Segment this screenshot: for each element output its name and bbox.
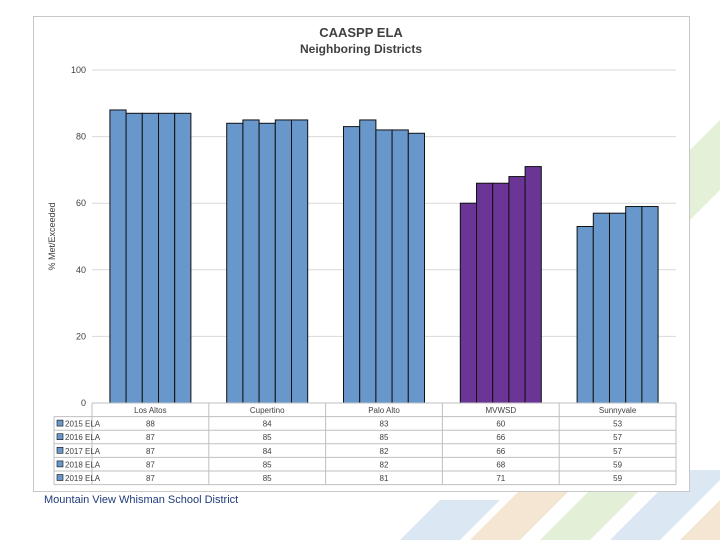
data-table-value: 53 [613, 420, 622, 429]
data-table-value: 60 [496, 420, 505, 429]
bar [391, 129, 409, 404]
bar [576, 226, 594, 404]
y-tick-label: 60 [76, 198, 86, 208]
bar [524, 166, 542, 404]
legend-swatch [56, 446, 64, 454]
bar [174, 112, 192, 404]
bar [242, 119, 260, 404]
legend-swatch [56, 474, 64, 481]
data-table-value: 57 [613, 433, 622, 442]
bar [492, 182, 510, 404]
bar [641, 206, 659, 404]
bar [476, 182, 494, 404]
y-tick-label: 40 [76, 265, 86, 275]
bar [359, 119, 377, 404]
bar [375, 129, 393, 404]
x-tick-label: Sunnyvale [599, 406, 637, 415]
legend-label: 2015 ELA [65, 420, 101, 429]
legend-swatch [56, 433, 64, 441]
bar [592, 212, 610, 404]
data-table-value: 87 [146, 460, 155, 469]
y-tick-label: 100 [71, 65, 86, 75]
data-table-value: 59 [613, 474, 622, 483]
bar [343, 126, 361, 404]
bar [141, 112, 160, 404]
bar [226, 122, 244, 404]
x-tick-label: Cupertino [250, 406, 285, 415]
data-table-value: 66 [496, 447, 505, 456]
data-table-value: 87 [146, 474, 155, 483]
data-table-value: 87 [146, 433, 155, 442]
bar [407, 132, 425, 404]
bar [158, 112, 176, 404]
chart-frame: CAASPP ELA Neighboring Districts 0 20 40 60 80… [33, 16, 690, 492]
footer-text: Mountain View Whisman School District [44, 494, 239, 506]
x-tick-label: Palo Alto [368, 406, 400, 415]
data-table-value: 85 [263, 474, 272, 483]
bar [625, 206, 643, 404]
data-table-value: 81 [380, 474, 389, 483]
chart-title: CAASPP ELA [319, 25, 403, 40]
bar [274, 119, 293, 404]
bar [609, 212, 627, 404]
y-tick-label: 20 [76, 331, 86, 341]
data-table-value: 82 [380, 460, 389, 469]
legend-swatch [56, 419, 64, 427]
legend-label: 2019 ELA [65, 474, 101, 483]
bar [291, 119, 309, 404]
legend-label: 2018 ELA [65, 460, 101, 469]
bar-chart: CAASPP ELA Neighboring Districts 0 20 40 60 80… [47, 25, 677, 486]
y-tick-label: 80 [76, 132, 86, 142]
data-table-value: 57 [613, 447, 622, 456]
bar [109, 109, 127, 404]
legend-label: 2016 ELA [65, 433, 101, 442]
data-table-value: 59 [613, 460, 622, 469]
data-table-value: 71 [496, 474, 505, 483]
bar [258, 122, 276, 404]
legend-swatch [56, 460, 64, 468]
data-table-value: 66 [496, 433, 505, 442]
data-table-value: 87 [146, 447, 155, 456]
y-tick-label: 0 [81, 398, 86, 408]
data-table-value: 85 [380, 433, 389, 442]
data-table-value: 84 [263, 447, 272, 456]
chart-subtitle: Neighboring Districts [300, 42, 422, 56]
bar [125, 112, 143, 404]
data-table-value: 85 [263, 460, 272, 469]
data-table-value: 85 [263, 433, 272, 442]
bar [459, 202, 477, 404]
data-table-value: 84 [263, 420, 272, 429]
data-table-value: 83 [380, 420, 389, 429]
bar [508, 176, 526, 404]
x-tick-label: Los Altos [134, 406, 166, 415]
x-tick-label: MVWSD [485, 406, 516, 415]
data-table-value: 68 [496, 460, 505, 469]
data-table-value: 88 [146, 420, 155, 429]
legend-label: 2017 ELA [65, 447, 101, 456]
y-axis-label: % Met/Exceeded [47, 202, 57, 270]
data-table-value: 82 [380, 447, 389, 456]
